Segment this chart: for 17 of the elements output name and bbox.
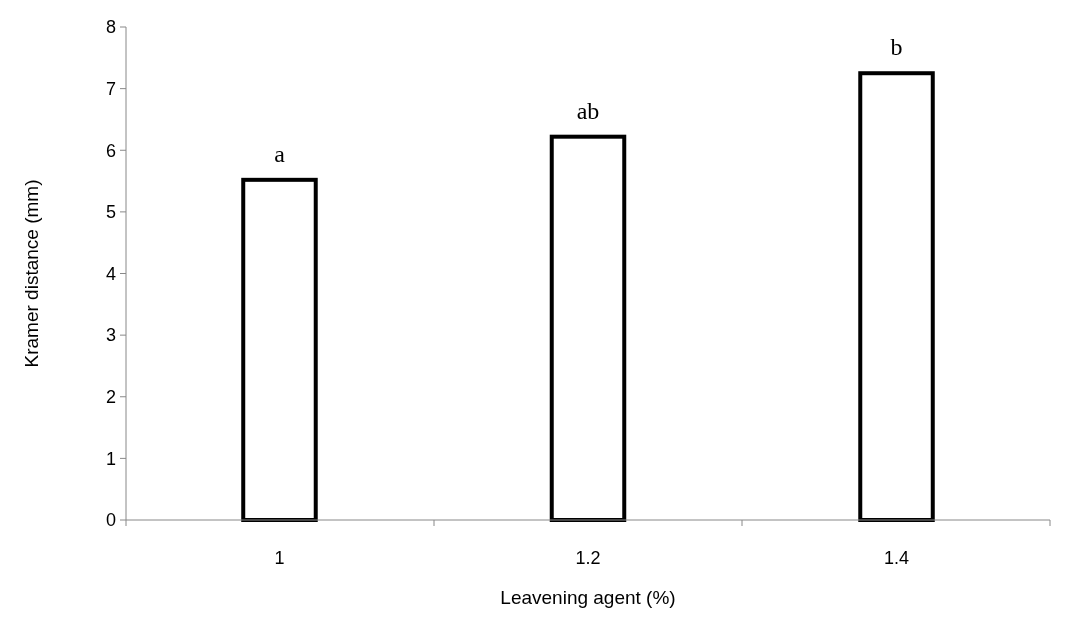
y-tick-label: 2 (105, 387, 116, 408)
x-tick-label: 1 (274, 548, 285, 568)
y-tick-label: 1 (105, 448, 116, 469)
annotation: a (274, 140, 286, 167)
y-axis-title: Kramer distance (mm) (21, 179, 42, 368)
y-tick-label: 5 (105, 202, 116, 223)
y-tick-label: 0 (105, 510, 116, 531)
x-tick-label: 1.4 (884, 548, 910, 568)
x-tick-label: 1.2 (575, 548, 601, 568)
y-tick-label: 7 (105, 78, 116, 99)
y-tick-label: 4 (105, 263, 116, 284)
y-tick-label: 3 (105, 325, 116, 346)
annotation: ab (576, 97, 600, 124)
x-axis-title: Leavening agent (%) (500, 587, 676, 608)
annotation: b (890, 34, 903, 61)
y-tick-label: 8 (105, 17, 116, 38)
y-tick-label: 6 (105, 140, 116, 161)
